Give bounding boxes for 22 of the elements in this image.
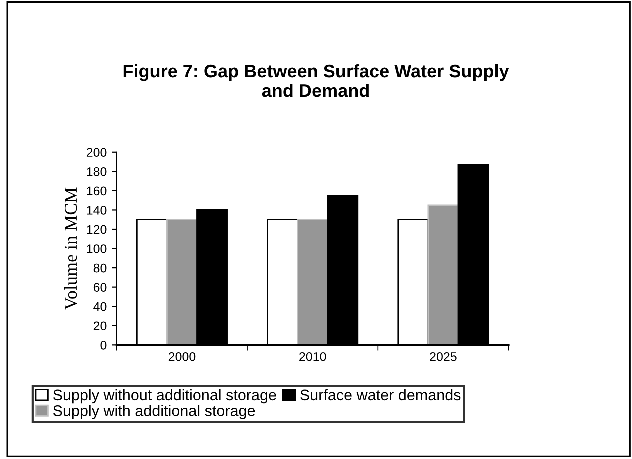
y-tick-label: 160 [87,186,107,196]
y-tick-label: 40 [94,302,107,312]
x-tick-label: 2000 [168,352,196,362]
x-tick-label: 2010 [300,352,326,362]
y-tick-label: 200 [86,148,107,158]
legend-label: Surface water demands [300,389,461,401]
bar [428,204,460,346]
y-tick-label: 120 [87,225,107,234]
bar [297,219,329,346]
y-tick-label: 180 [87,167,107,176]
y-axis-title: Volume in MCM [64,188,78,310]
y-tick-label: 80 [94,264,107,273]
x-tick-label: 2025 [430,352,457,362]
y-tick-label: 100 [87,244,107,254]
legend-label: Supply with additional storage [53,405,256,420]
y-tick-label: 140 [87,206,107,215]
y-tick-label: 20 [94,322,107,331]
y-tick-label: 60 [94,283,107,292]
chart-title: Figure 7: Gap Between Surface Water Supply and Demand [124,64,510,98]
bar [166,219,198,346]
y-tick-label: 0 [100,340,107,350]
legend-label: Supply without additional storage [53,389,276,404]
